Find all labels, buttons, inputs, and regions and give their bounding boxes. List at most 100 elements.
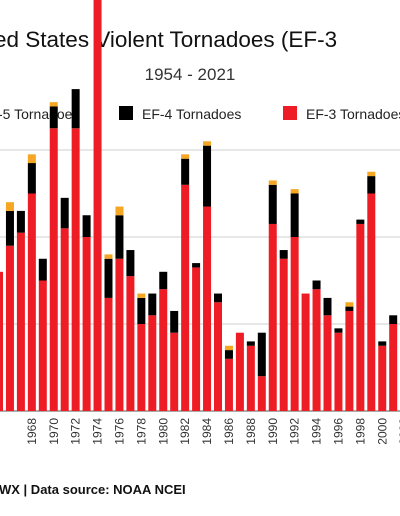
bar-ef4-1970 [49,106,58,129]
x-tick-label: 1992 [288,418,302,445]
bar-ef4-1999 [367,176,376,194]
bar-ef4-1971 [60,197,69,229]
bar-ef3-1970 [49,128,58,411]
legend-label-ef4: EF-4 Tornadoes [142,106,241,122]
bar-ef3-1980 [159,289,168,411]
x-tick-label: 1982 [178,418,192,445]
bar-ef5-1968 [27,154,36,164]
legend-swatch-ef4 [119,106,133,120]
bar-ef4-1979 [148,293,157,316]
bar-ef3-1988 [246,345,255,411]
bar-ef4-1968 [27,163,36,194]
x-tick-label: 2002 [397,418,400,445]
bar-ef5-1997 [345,302,354,307]
bar-ef5-1986 [224,345,233,351]
bar-ef4-1990 [268,184,277,224]
bar-ef3-1976 [115,258,124,411]
bar-ef3-1998 [356,223,365,411]
bar-ef3-1968 [27,193,36,411]
x-tick-label: 1978 [134,418,148,445]
bar-ef4-1996 [334,328,343,333]
bar-ef4-1984 [203,145,212,207]
x-tick-label: 2000 [375,418,389,445]
legend-label-ef3: EF-3 Tornadoes [306,106,400,122]
bar-ef3-1993 [301,293,310,411]
x-tick-label: 1988 [244,418,258,445]
bar-ef3-1996 [334,332,343,411]
bar-ef3-1983 [192,267,201,411]
x-tick-label: 1968 [25,418,39,445]
source-note: WX | Data source: NOAA NCEI [0,482,186,497]
bar-ef4-1998 [356,219,365,224]
bar-ef4-1977 [126,250,135,277]
bar-ef3-1999 [367,193,376,411]
legend-swatch-ef3 [283,106,297,120]
bar-ef4-1982 [181,158,190,185]
bar-ef3-1986 [224,358,233,411]
bar-ef3-1990 [268,223,277,411]
x-tick-label: 1972 [69,418,83,445]
x-tick-label: 1970 [47,418,61,445]
bar-ef3-1975 [104,297,113,411]
bar-ef4-1989 [257,332,266,377]
bar-ef3-1994 [312,289,321,411]
bar-ef3-1974 [93,0,102,412]
bar-ef5-1982 [181,154,190,159]
bar-ef4-1978 [137,297,146,324]
bar-ef4-1969 [38,258,47,281]
legend-label-ef5: -5 Tornadoes [0,106,79,122]
bar-ef3-2001 [389,324,398,411]
bar-ef4-1976 [115,215,124,259]
bar-ef5-1978 [137,293,146,298]
bar-ef3-1972 [71,128,80,411]
x-tick-label: 1980 [156,418,170,445]
bar-ef4-2001 [389,315,398,324]
bar-ef3-1991 [279,258,288,411]
bar-ef4-1988 [246,341,255,346]
bar-ef3-1981 [170,332,179,411]
x-tick-label: 1974 [91,418,105,445]
bar-ef3-1979 [148,315,157,411]
chart-title: ed States Violent Tornadoes (EF-3 [0,27,337,52]
legend: -5 Tornadoes EF-4 Tornadoes EF-3 Tornado… [0,106,400,122]
bar-ef4-1983 [192,263,201,268]
bar-ef4-1973 [82,215,91,237]
x-tick-label: 1994 [310,418,324,445]
bar-ef5-1990 [268,180,277,185]
bar-ef4-1967 [16,210,25,233]
bar-ef3-1966 [5,245,14,411]
bar-ef5-1975 [104,254,113,259]
bar-ef4-1980 [159,271,168,290]
bar-ef4-1994 [312,280,321,290]
bar-ef3-1967 [16,232,25,411]
bar-ef4-1975 [104,258,113,298]
x-axis-ticks: 1968 1970 1972 1974 1976 1978 1980 1982 1984 1986… [25,418,400,445]
chart-subtitle: 1954 - 2021 [145,65,236,84]
bar-ef5-1992 [290,189,299,194]
bar-ef3-1985 [214,302,222,411]
bar-ef3-1969 [38,280,47,411]
bar-ef4-2000 [378,341,387,346]
bar-ef4-1972 [71,89,80,129]
bar-ef3-1977 [126,276,135,411]
bar-ef3-1971 [60,228,69,411]
bar-ef4-1992 [290,193,299,237]
bar-ef4-1995 [323,297,332,316]
bar-ef3-1987 [235,332,244,411]
bar-ef3-1989 [257,376,266,411]
bar-ef5-1999 [367,171,376,177]
bar-ef3-1992 [290,237,299,411]
bar-ef4-1981 [170,310,179,333]
bar-ef5-1976 [115,206,124,216]
bar-ef3-1978 [137,324,146,411]
x-tick-label: 1984 [200,418,214,445]
bar-ef3-1984 [203,206,212,411]
bar-ef3-1982 [181,184,190,411]
x-tick-label: 1976 [112,418,126,445]
bar-ef5-1966 [5,202,14,211]
bar-ef3-1973 [82,237,91,411]
x-tick-label: 1986 [222,418,236,445]
bar-ef4-1985 [214,293,222,303]
bars [0,0,398,412]
